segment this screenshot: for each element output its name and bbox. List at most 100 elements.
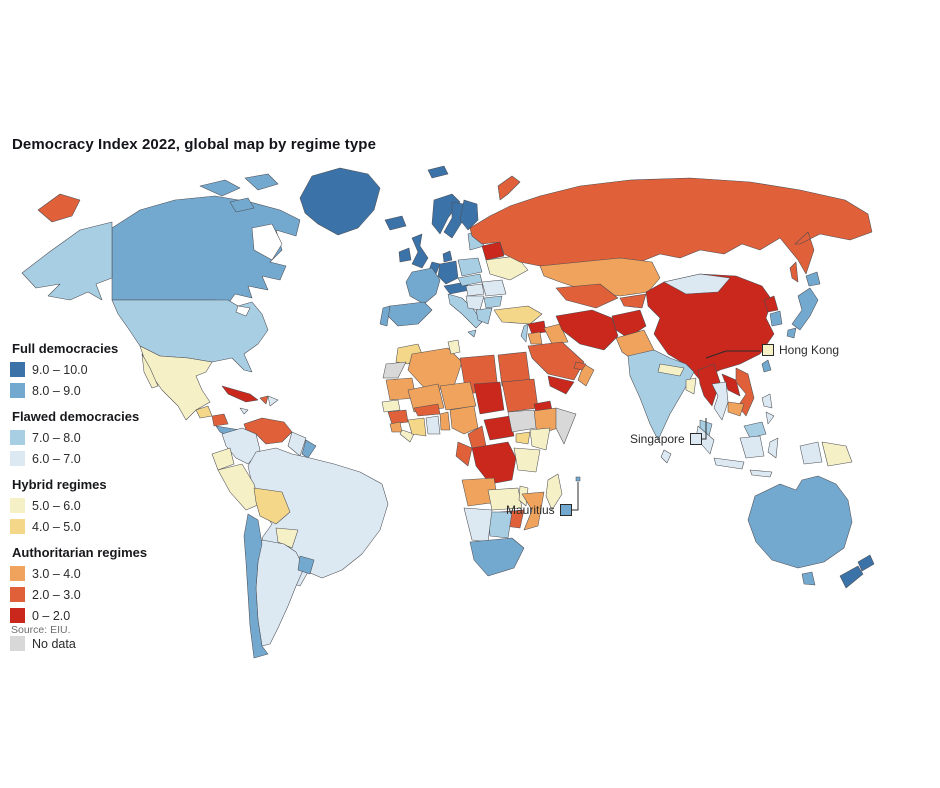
legend-group-authoritarian-regimes: Authoritarian regimes 3.0 – 4.0 2.0 – 3.…: [10, 545, 180, 625]
country-papua-new-guinea: [821, 441, 853, 467]
country-hungary: [465, 283, 485, 297]
country-thailand: [711, 381, 729, 421]
country-uk: [411, 233, 429, 269]
country-mexico: [139, 345, 213, 421]
country-chile: [243, 513, 269, 659]
legend-item: 6.0 – 7.0: [10, 449, 180, 468]
callout-label: Mauritius: [506, 503, 555, 517]
callout-label: Singapore: [630, 432, 685, 446]
country-somalia: [555, 407, 577, 445]
country-italy-sicily: [467, 329, 477, 338]
country-turkmenistan-uzbekistan: [555, 283, 619, 309]
country-canada-arctic: [199, 179, 241, 197]
country-sierra-leone: [389, 421, 403, 433]
legend-swatch-no-data: [10, 636, 25, 651]
country-north-korea: [763, 295, 779, 313]
country-jamaica: [239, 407, 249, 415]
country-ireland: [398, 247, 412, 263]
map-legend: Full democracies 9.0 – 10.0 8.0 – 9.0 Fl…: [10, 341, 180, 655]
country-haiti: [259, 395, 269, 405]
country-yemen: [547, 375, 575, 395]
country-uruguay: [297, 555, 315, 575]
callout-singapore: Singapore: [630, 432, 702, 446]
country-bangladesh: [685, 377, 697, 395]
country-mozambique: [521, 491, 545, 531]
legend-item: 0 – 2.0: [10, 606, 180, 625]
singapore-swatch: [689, 433, 702, 445]
country-italy: [447, 293, 483, 329]
legend-swatch: [10, 566, 25, 581]
country-japan: [791, 287, 819, 331]
country-balkans: [465, 295, 485, 311]
country-russia-sakhalin: [789, 261, 799, 283]
legend-item: 2.0 – 3.0: [10, 585, 180, 604]
legend-swatch: [10, 383, 25, 398]
country-israel: [520, 323, 529, 343]
legend-item-label: 2.0 – 3.0: [32, 587, 81, 602]
legend-swatch: [10, 362, 25, 377]
source-note: Source: EIU.: [11, 624, 71, 636]
mauritius-swatch: [559, 504, 572, 516]
country-south-africa: [469, 537, 525, 577]
country-kenya: [529, 427, 551, 451]
country-argentina: [255, 539, 305, 647]
legend-swatch: [10, 430, 25, 445]
country-namibia: [463, 507, 493, 543]
country-guinea: [387, 409, 409, 425]
legend-item: 7.0 – 8.0: [10, 428, 180, 447]
country-zambia: [487, 487, 523, 511]
country-congo-gabon: [455, 441, 473, 467]
legend-item-label: 0 – 2.0: [32, 608, 71, 623]
country-philippines-south: [765, 411, 775, 425]
legend-item: 5.0 – 6.0: [10, 496, 180, 515]
country-japan-hokkaido: [805, 271, 821, 287]
legend-item: 4.0 – 5.0: [10, 517, 180, 536]
country-nicaragua: [211, 413, 229, 427]
legend-item: 3.0 – 4.0: [10, 564, 180, 583]
legend-item-label: 8.0 – 9.0: [32, 383, 81, 398]
country-central-african-republic: [483, 415, 515, 441]
country-malaysia-borneo: [743, 421, 767, 439]
country-ecuador: [211, 447, 235, 471]
country-belarus: [481, 241, 505, 261]
legend-item: 9.0 – 10.0: [10, 360, 180, 379]
country-tanzania: [513, 447, 541, 473]
country-taiwan: [761, 359, 772, 373]
legend-item-no-data: No data: [10, 634, 180, 653]
hongkong-callout-line: [705, 350, 760, 359]
country-sri-lanka: [660, 449, 672, 464]
country-iceland: [384, 215, 407, 231]
legend-item-label: 3.0 – 4.0: [32, 566, 81, 581]
country-chukotka-russia: [37, 193, 81, 223]
legend-item-label: 6.0 – 7.0: [32, 451, 81, 466]
country-kyrgyzstan-tajikistan: [619, 293, 647, 309]
country-svalbard: [427, 165, 449, 179]
callout-hong-kong: Hong Kong: [762, 343, 839, 357]
country-cambodia: [727, 401, 745, 417]
legend-swatch: [10, 608, 25, 623]
country-drc: [471, 441, 517, 485]
country-ghana: [425, 415, 441, 435]
legend-item-label: 5.0 – 6.0: [32, 498, 81, 513]
country-chad: [473, 381, 505, 415]
country-paraguay: [275, 527, 299, 549]
legend-group-title: Authoritarian regimes: [12, 545, 148, 560]
page-title: Democracy Index 2022, global map by regi…: [12, 136, 377, 153]
country-cuba: [221, 385, 259, 403]
country-indonesia-west-papua: [799, 441, 823, 465]
country-nigeria: [449, 405, 479, 435]
country-russia: [469, 177, 873, 275]
country-bolivia: [253, 487, 291, 525]
country-canada-arctic: [244, 173, 279, 191]
legend-group-title: Flawed democracies: [12, 409, 140, 424]
country-mexico-baja: [141, 353, 159, 389]
country-niger: [439, 381, 477, 411]
country-western-sahara: [382, 361, 407, 379]
legend-item: 8.0 – 9.0: [10, 381, 180, 400]
country-turkey: [493, 305, 543, 325]
legend-swatch: [10, 587, 25, 602]
country-germany: [437, 260, 459, 285]
country-mauritius-dot: [575, 476, 581, 482]
country-new-zealand-south: [839, 565, 864, 589]
